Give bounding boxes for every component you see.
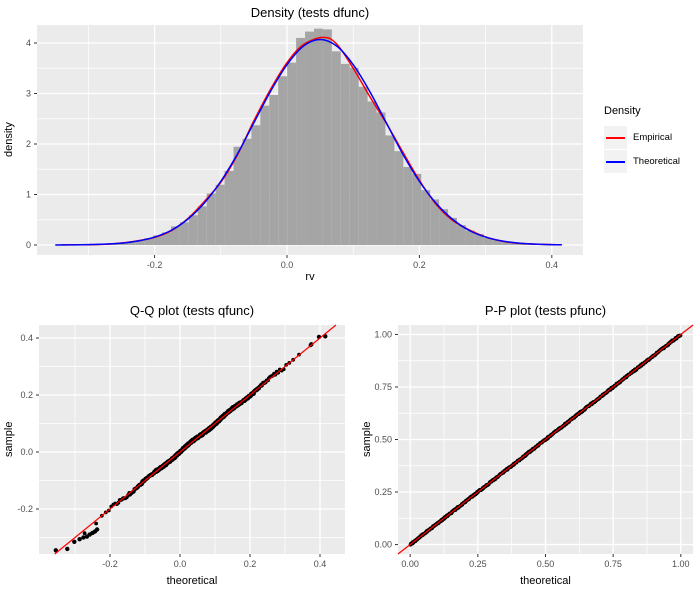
- pp-chart: 0.00 0.25 0.50 0.75 1.00 0.00 0.25 0.50 0.75 1.00: [374, 324, 694, 569]
- qq-plot-title: Q-Q plot (tests qfunc): [129, 303, 255, 318]
- qq-x-axis-title: theoretical: [166, 575, 218, 587]
- pp-axes: 0.00 0.25 0.50 0.75 1.00 0.00 0.25 0.50 0.75 1.00: [374, 330, 689, 569]
- svg-text:0.0: 0.0: [174, 559, 187, 569]
- legend-item-empirical: Empirical: [604, 126, 680, 149]
- qq-identity-line: [54, 324, 337, 555]
- svg-text:0.2: 0.2: [20, 390, 33, 400]
- density-histogram: [90, 28, 565, 246]
- legend-item-theoretical: Theoretical: [604, 150, 680, 173]
- svg-text:1.00: 1.00: [672, 559, 690, 569]
- svg-text:2: 2: [26, 139, 31, 149]
- svg-text:0.4: 0.4: [314, 559, 327, 569]
- svg-text:0.25: 0.25: [469, 559, 487, 569]
- svg-text:0.4: 0.4: [546, 260, 559, 270]
- qq-axes: -0.2 0.0 0.2 0.4 -0.2 0.0 0.2 0.4: [17, 333, 326, 569]
- svg-text:0.2: 0.2: [413, 260, 426, 270]
- legend-label-theoretical: Theoretical: [633, 156, 680, 167]
- svg-text:0.75: 0.75: [374, 382, 392, 392]
- qq-gridlines: [39, 325, 345, 554]
- svg-text:0.0: 0.0: [281, 260, 294, 270]
- density-chart: -0.2 0.0 0.2 0.4 0 1 2 3 4: [26, 25, 583, 270]
- legend-title: Density: [604, 105, 641, 117]
- svg-text:0.4: 0.4: [20, 333, 33, 343]
- svg-text:0.50: 0.50: [537, 559, 555, 569]
- pp-y-axis-title: sample: [361, 421, 373, 458]
- svg-text:0.0: 0.0: [20, 447, 33, 457]
- svg-text:0.75: 0.75: [604, 559, 622, 569]
- svg-text:-0.2: -0.2: [102, 559, 118, 569]
- svg-text:3: 3: [26, 89, 31, 99]
- density-y-axis-title: density: [3, 122, 15, 158]
- svg-text:0: 0: [26, 240, 31, 250]
- pp-identity-line: [397, 324, 694, 555]
- legend: Density Empirical Theoretical: [604, 105, 680, 174]
- legend-key-empirical: [604, 126, 627, 149]
- qq-chart: -0.2 0.0 0.2 0.4 -0.2 0.0 0.2 0.4: [17, 324, 345, 569]
- svg-text:-0.2: -0.2: [17, 504, 33, 514]
- density-axes: -0.2 0.0 0.2 0.4 0 1 2 3 4: [26, 38, 558, 270]
- empirical-line-swatch: [606, 136, 625, 139]
- qq-y-axis-title: sample: [3, 421, 15, 458]
- legend-key-theoretical: [604, 150, 627, 173]
- svg-text:0.2: 0.2: [244, 559, 257, 569]
- svg-text:0.25: 0.25: [374, 487, 392, 497]
- pp-plot-title: P-P plot (tests pfunc): [484, 303, 607, 318]
- svg-text:0.00: 0.00: [401, 559, 419, 569]
- density-x-axis-title: rv: [305, 271, 315, 283]
- theoretical-line-swatch: [606, 160, 625, 163]
- legend-label-empirical: Empirical: [633, 132, 673, 143]
- svg-text:0.50: 0.50: [374, 435, 392, 445]
- density-plot-title: Density (tests dfunc): [250, 5, 370, 20]
- svg-text:4: 4: [26, 38, 31, 48]
- svg-text:-0.2: -0.2: [147, 260, 163, 270]
- svg-text:1.00: 1.00: [374, 330, 392, 340]
- svg-text:0.00: 0.00: [374, 540, 392, 550]
- pp-x-axis-title: theoretical: [520, 575, 571, 587]
- theoretical-density-curve: [55, 38, 562, 246]
- pp-gridlines: [398, 325, 693, 554]
- svg-text:1: 1: [26, 190, 31, 200]
